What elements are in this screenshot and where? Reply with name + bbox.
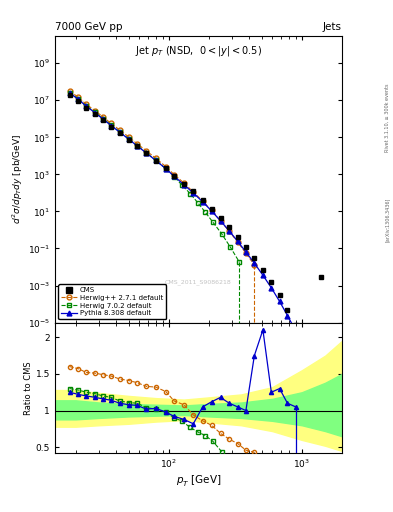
Legend: CMS, Herwig++ 2.7.1 default, Herwig 7.0.2 default, Pythia 8.308 default: CMS, Herwig++ 2.7.1 default, Herwig 7.0.… xyxy=(59,284,166,319)
Text: Rivet 3.1.10, ≥ 300k events: Rivet 3.1.10, ≥ 300k events xyxy=(385,83,389,152)
Text: Jets: Jets xyxy=(323,22,342,32)
Text: Jet $p_T$ (NSD,  $0 < |y| < 0.5$): Jet $p_T$ (NSD, $0 < |y| < 0.5$) xyxy=(135,45,262,58)
Y-axis label: Ratio to CMS: Ratio to CMS xyxy=(24,361,33,415)
Text: CMS_2011_S9086218: CMS_2011_S9086218 xyxy=(165,280,232,285)
Text: [arXiv:1306.3436]: [arXiv:1306.3436] xyxy=(385,198,389,242)
Y-axis label: $d^2\sigma/dp_Tdy$ [pb/GeV]: $d^2\sigma/dp_Tdy$ [pb/GeV] xyxy=(11,134,25,224)
X-axis label: $p_T^{}$ [GeV]: $p_T^{}$ [GeV] xyxy=(176,473,221,488)
Text: 7000 GeV pp: 7000 GeV pp xyxy=(55,22,123,32)
